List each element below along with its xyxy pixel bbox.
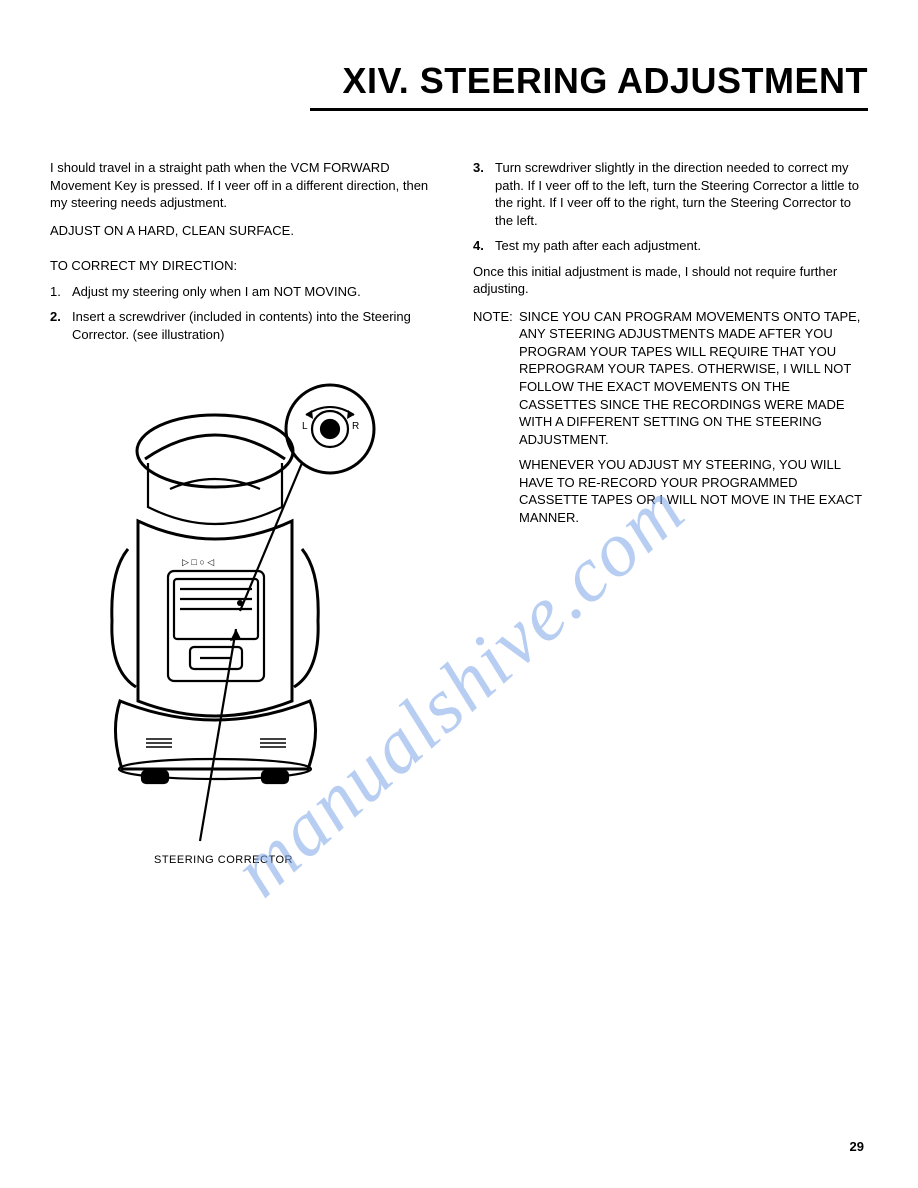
surface-note: ADJUST ON A HARD, CLEAN SURFACE. bbox=[50, 222, 445, 240]
section-number: XIV. bbox=[343, 60, 410, 101]
two-column-layout: I should travel in a straight path when … bbox=[50, 159, 868, 891]
step-text: Turn screwdriver slightly in the directi… bbox=[495, 159, 868, 229]
step-text: Adjust my steering only when I am NOT MO… bbox=[72, 283, 445, 301]
note-followup: WHENEVER YOU ADJUST MY STEERING, YOU WIL… bbox=[519, 456, 868, 526]
svg-text:L: L bbox=[302, 421, 308, 432]
section-heading: STEERING ADJUSTMENT bbox=[420, 60, 868, 101]
step-number: 3. bbox=[473, 159, 495, 229]
page-title: XIV. STEERING ADJUSTMENT bbox=[310, 60, 868, 111]
note-block: NOTE: SINCE YOU CAN PROGRAM MOVEMENTS ON… bbox=[473, 308, 868, 448]
list-item: 4. Test my path after each adjustment. bbox=[473, 237, 868, 255]
step-text: Test my path after each adjustment. bbox=[495, 237, 868, 255]
list-item: 3. Turn screwdriver slightly in the dire… bbox=[473, 159, 868, 229]
figure-caption: STEERING CORRECTOR bbox=[154, 853, 293, 868]
page-number: 29 bbox=[850, 1139, 864, 1154]
svg-text:R: R bbox=[352, 421, 359, 432]
note-label: NOTE: bbox=[473, 308, 519, 448]
right-column: 3. Turn screwdriver slightly in the dire… bbox=[473, 159, 868, 891]
svg-text:▷ □ ○ ◁: ▷ □ ○ ◁ bbox=[182, 557, 214, 567]
steering-corrector-figure: L R bbox=[50, 371, 390, 891]
step-number: 2. bbox=[50, 308, 72, 343]
step-text: Insert a screwdriver (included in conten… bbox=[72, 308, 445, 343]
right-steps-list: 3. Turn screwdriver slightly in the dire… bbox=[473, 159, 868, 255]
list-item: 2. Insert a screwdriver (included in con… bbox=[50, 308, 445, 343]
correct-direction-heading: TO CORRECT MY DIRECTION: bbox=[50, 257, 445, 275]
note-body: SINCE YOU CAN PROGRAM MOVEMENTS ONTO TAP… bbox=[519, 308, 868, 448]
robot-illustration-icon: L R bbox=[50, 371, 390, 891]
left-steps-list: 1. Adjust my steering only when I am NOT… bbox=[50, 283, 445, 344]
after-steps-paragraph: Once this initial adjustment is made, I … bbox=[473, 263, 868, 298]
step-number: 1. bbox=[50, 283, 72, 301]
list-item: 1. Adjust my steering only when I am NOT… bbox=[50, 283, 445, 301]
step-number: 4. bbox=[473, 237, 495, 255]
left-column: I should travel in a straight path when … bbox=[50, 159, 445, 891]
intro-paragraph: I should travel in a straight path when … bbox=[50, 159, 445, 212]
